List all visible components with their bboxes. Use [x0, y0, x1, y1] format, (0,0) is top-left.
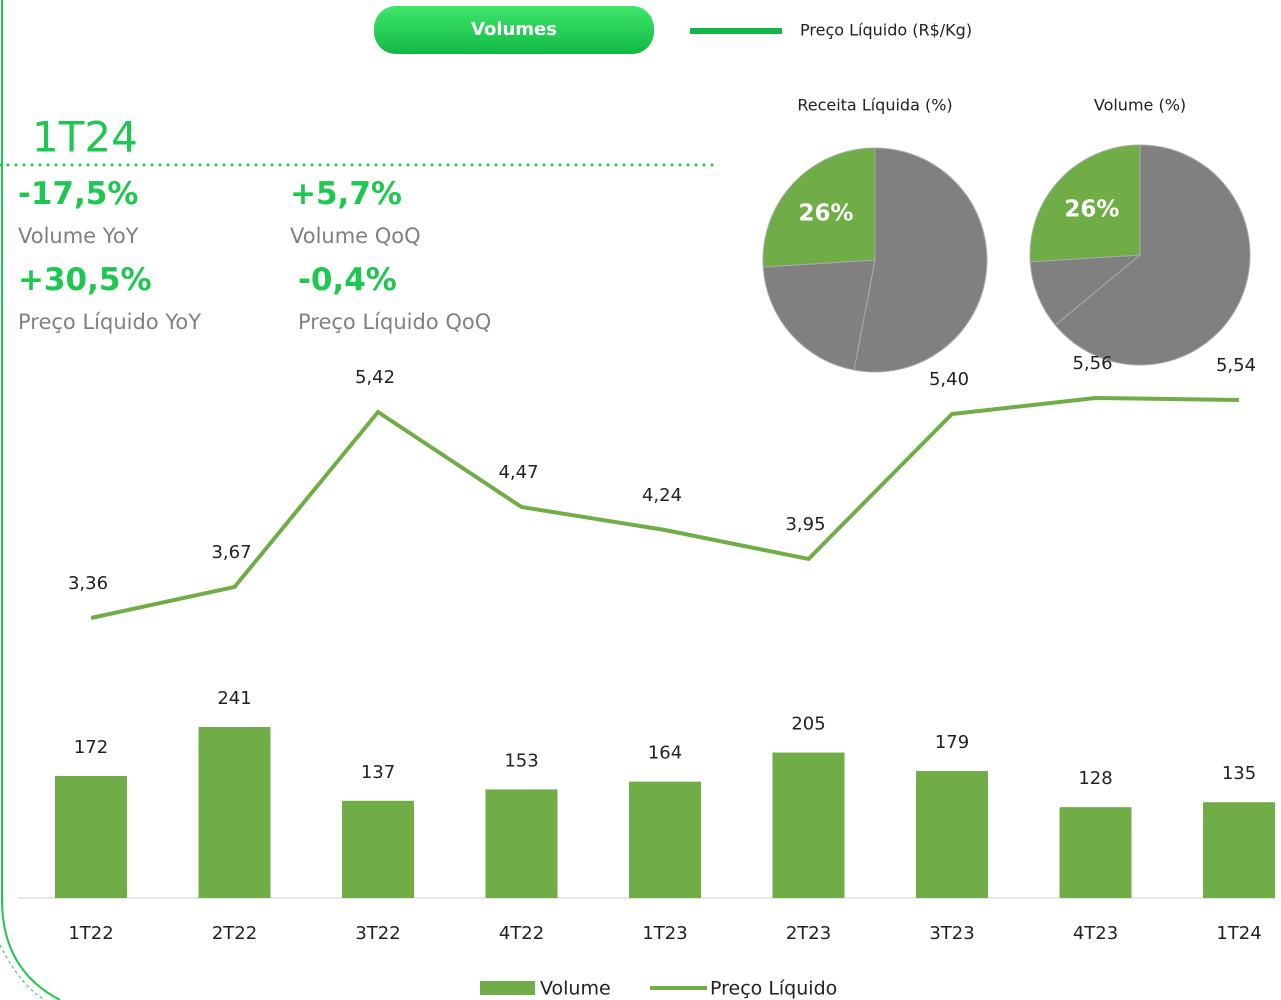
pie-slice — [762, 147, 876, 268]
kpi-label: Preço Líquido QoQ — [298, 310, 492, 334]
period: 1T24 — [32, 113, 138, 162]
line-label: 5,40 — [929, 369, 969, 390]
bar — [55, 775, 127, 898]
pie-label: 26% — [798, 200, 853, 226]
kpi-value: +5,7% — [290, 176, 402, 212]
bar — [629, 781, 701, 898]
bar — [485, 789, 558, 898]
kpi-value: -17,5% — [18, 176, 139, 212]
line-label: 4,47 — [498, 462, 538, 483]
tab-button[interactable] — [374, 6, 654, 54]
line-label: 5,56 — [1072, 353, 1112, 374]
legend-label: Volume — [540, 978, 611, 1000]
pie-slice — [853, 147, 988, 373]
pie-title: Volume (%) — [1094, 96, 1186, 115]
x-tick-label: 4T22 — [499, 923, 544, 944]
bar — [916, 770, 988, 898]
line-label: 5,42 — [355, 367, 395, 388]
bar-label: 128 — [1078, 768, 1112, 789]
legend-label: Preço Líquido — [710, 978, 837, 1000]
legend-label: Preço Líquido (R$/Kg) — [800, 21, 972, 40]
frame — [1, 0, 61, 1000]
line-label: 5,54 — [1216, 355, 1256, 376]
kpi-value: -0,4% — [298, 262, 397, 298]
bar-label: 135 — [1222, 763, 1256, 784]
line — [90, 395, 1240, 620]
bar — [772, 752, 845, 898]
pie-slice — [1029, 144, 1141, 263]
x-tick-label: 3T23 — [929, 923, 974, 944]
x-tick-label: 1T23 — [642, 923, 687, 944]
kpi-value: +30,5% — [18, 262, 152, 298]
bar-label: 153 — [504, 750, 538, 771]
x-tick-label: 1T22 — [68, 923, 113, 944]
bar-label: 172 — [74, 737, 108, 758]
pie-title: Receita Líquida (%) — [797, 96, 952, 115]
x-tick-label: 4T23 — [1073, 923, 1118, 944]
bar — [198, 726, 271, 898]
bar-label: 137 — [361, 762, 395, 783]
frame-dash — [0, 944, 46, 1000]
bar — [342, 800, 414, 898]
line-label: 4,24 — [642, 485, 682, 506]
line-label: 3,95 — [785, 514, 825, 535]
legend-swatch — [480, 981, 535, 995]
bar-label: 164 — [648, 743, 682, 764]
x-tick-label: 2T23 — [786, 923, 831, 944]
x-tick-label: 1T24 — [1216, 923, 1261, 944]
pie-slice — [1054, 144, 1251, 366]
pie-slice — [762, 259, 876, 371]
bar-label: 205 — [791, 714, 825, 735]
kpi-label: Volume QoQ — [290, 224, 421, 248]
bar — [1059, 807, 1132, 898]
bar-label: 241 — [217, 688, 251, 709]
line-label: 3,36 — [68, 573, 108, 594]
line-label: 3,67 — [211, 542, 251, 563]
kpi-label: Preço Líquido YoY — [18, 310, 202, 334]
x-tick-label: 3T22 — [355, 923, 400, 944]
bar-label: 179 — [935, 732, 969, 753]
x-tick-label: 2T22 — [212, 923, 257, 944]
tab-label[interactable]: Volumes — [471, 19, 557, 40]
bar — [1203, 802, 1275, 898]
kpi-label: Volume YoY — [18, 224, 139, 248]
pie-label: 26% — [1064, 196, 1119, 222]
